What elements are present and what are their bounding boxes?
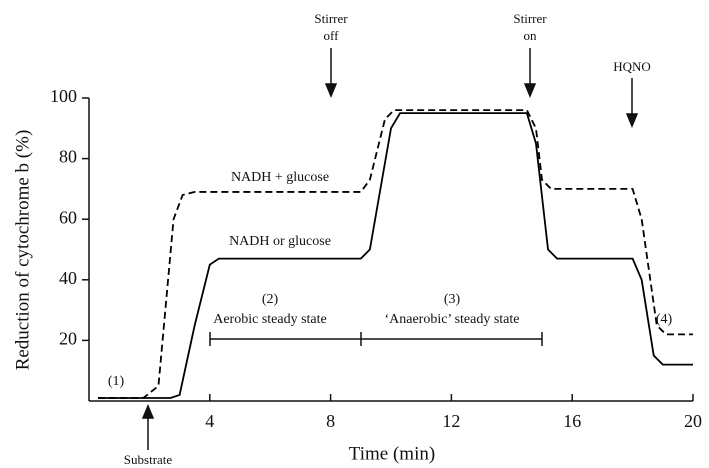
y-tick-label: 100 — [50, 86, 77, 106]
annotation: off — [324, 28, 340, 43]
annotation: Aerobic steady state — [213, 312, 327, 327]
annotation: (1) — [108, 374, 125, 389]
y-tick-label: 20 — [59, 329, 77, 349]
annotation: Stirrer — [513, 11, 547, 26]
annotation: (3) — [444, 292, 461, 307]
annotation: (4) — [656, 312, 673, 327]
x-axis-label: Time (min) — [349, 443, 435, 464]
x-tick-label: 8 — [326, 411, 335, 431]
y-tick-label: 60 — [59, 207, 77, 227]
series-line — [98, 112, 693, 399]
y-tick-label: 40 — [59, 268, 77, 288]
annotation: HQNO — [613, 59, 651, 74]
annotation: Substrate — [124, 452, 173, 467]
arrow-head — [324, 83, 338, 98]
arrow-head — [141, 404, 155, 419]
arrow-head — [625, 113, 639, 128]
series-label: NADH + glucose — [231, 170, 329, 185]
arrow-head — [523, 83, 537, 98]
x-tick-label: 12 — [442, 411, 460, 431]
y-axis-label: Reduction of cytochrome b (%) — [12, 130, 33, 371]
annotation: ‘Anaerobic’ steady state — [384, 312, 519, 327]
annotation: on — [524, 28, 538, 43]
series-label: NADH or glucose — [229, 234, 331, 249]
y-tick-label: 80 — [59, 147, 77, 167]
series-line — [98, 109, 693, 399]
x-tick-label: 16 — [563, 411, 581, 431]
annotation: Stirrer — [314, 11, 348, 26]
x-tick-label: 4 — [205, 411, 214, 431]
x-tick-label: 20 — [684, 411, 702, 431]
annotation: (2) — [262, 292, 279, 307]
